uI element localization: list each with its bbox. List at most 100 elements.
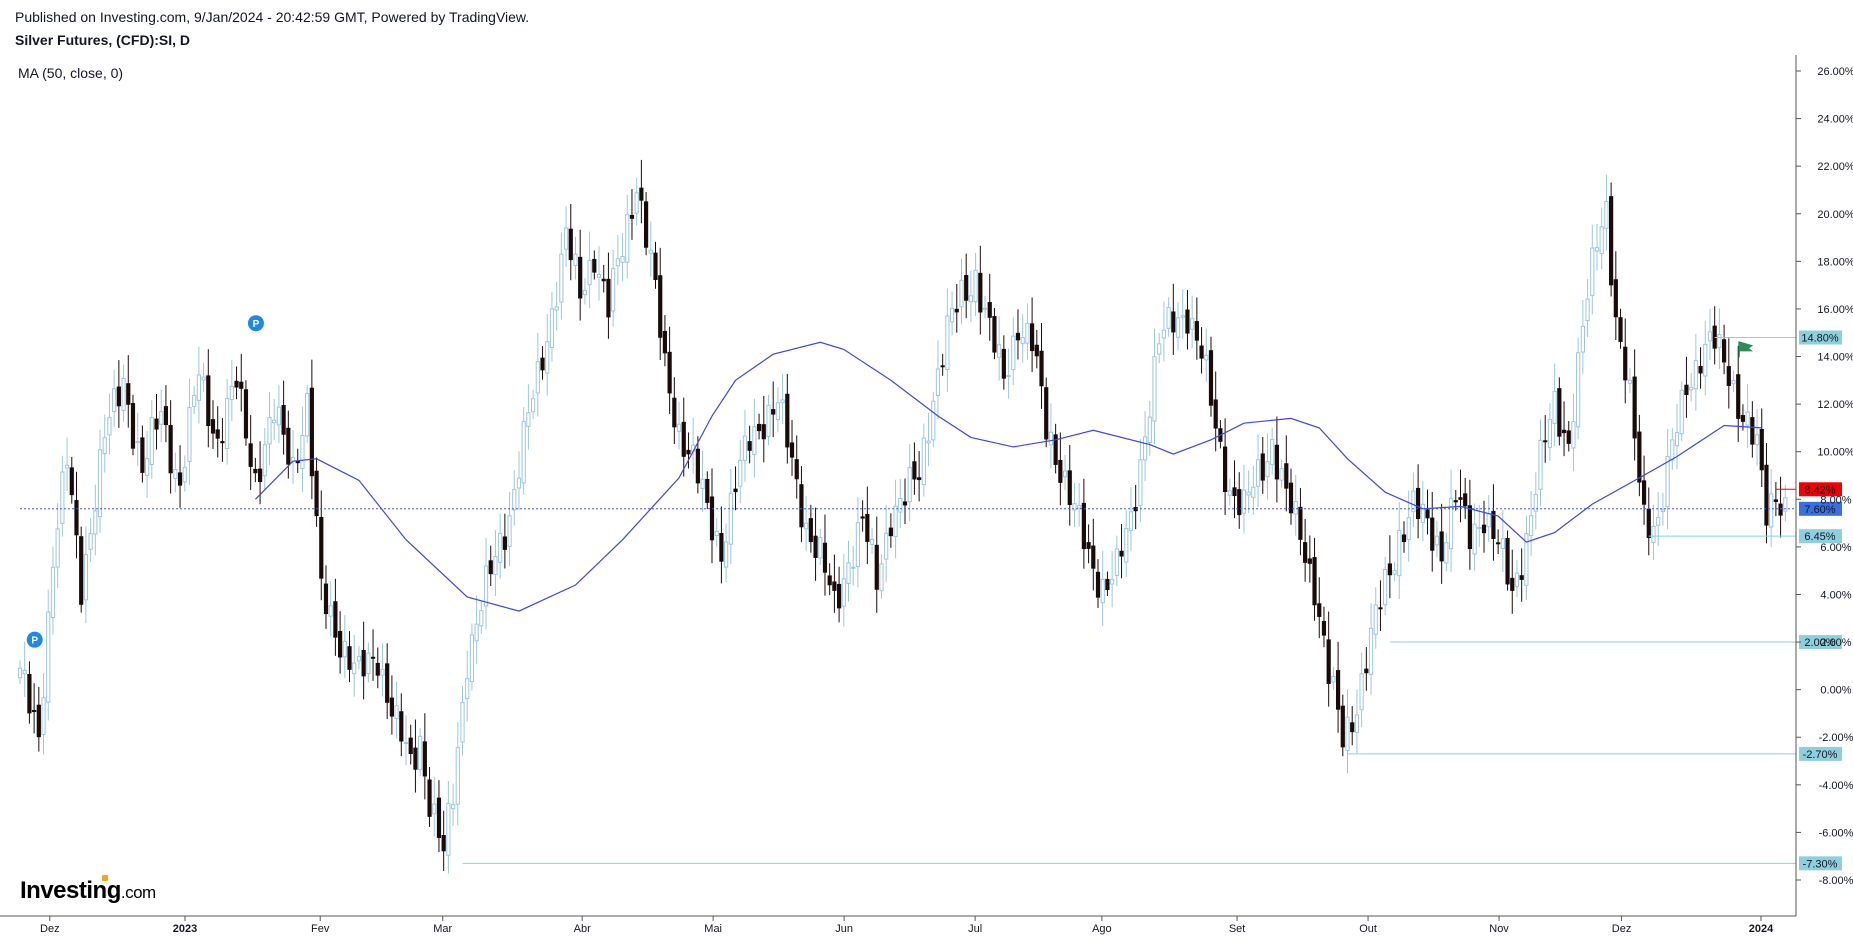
moving-average-layer — [254, 341, 1762, 612]
candle-body — [535, 361, 540, 394]
candle-body — [973, 269, 978, 303]
candle-body — [945, 315, 950, 370]
candle-body — [902, 501, 908, 506]
candle-body — [1505, 538, 1510, 585]
y-tick-label: 4.00% — [1820, 589, 1851, 601]
candle-body — [907, 467, 912, 503]
candle-body — [1359, 673, 1364, 711]
candle-body — [1335, 670, 1341, 710]
indicator-label[interactable]: MA (50, close, 0) — [18, 65, 124, 81]
candle-body — [154, 418, 159, 430]
candle-body — [954, 308, 959, 313]
candle-body — [323, 583, 329, 615]
candle-body — [60, 471, 65, 524]
candle-body — [1547, 419, 1553, 448]
x-tick-label: Nov — [1489, 923, 1509, 935]
candle-body — [949, 307, 955, 323]
candle-body — [210, 419, 216, 434]
candle-body — [822, 542, 828, 573]
candle-body — [1015, 332, 1021, 341]
candle-body — [338, 631, 343, 658]
candle-body — [1011, 335, 1016, 370]
candle-body — [738, 459, 743, 487]
candle-body — [582, 289, 587, 296]
candle-body — [1194, 321, 1199, 341]
candle-body — [1679, 389, 1684, 435]
candle-body — [531, 398, 536, 413]
candle-body — [253, 468, 258, 474]
candle-body — [1077, 505, 1082, 509]
candle-body — [1326, 639, 1331, 684]
candle-body — [1736, 374, 1741, 419]
candle-body — [460, 701, 465, 743]
candle-body — [55, 528, 60, 568]
candle-body — [568, 228, 573, 261]
candle-body — [319, 516, 324, 579]
candle-body — [130, 403, 136, 449]
candle-body — [465, 678, 470, 700]
candle-body — [177, 472, 183, 486]
candle-body — [1175, 317, 1181, 338]
candle-body — [1524, 533, 1529, 586]
candle-body — [620, 255, 625, 263]
candle-body — [1255, 459, 1261, 487]
candle-body — [1171, 311, 1176, 333]
candle-body — [27, 674, 32, 714]
candle-body — [262, 444, 267, 477]
candle-body — [1510, 577, 1515, 591]
candle-body — [1651, 525, 1656, 543]
candle-body — [215, 429, 220, 439]
candle-body — [370, 656, 376, 659]
candle-body — [267, 416, 272, 445]
candle-body — [427, 779, 432, 817]
candle-body — [1279, 468, 1284, 481]
candle-body — [1420, 503, 1425, 523]
y-tick-label: 14.00% — [1817, 352, 1853, 364]
candle-body — [935, 368, 941, 396]
candle-body — [107, 416, 112, 436]
candle-body — [964, 275, 969, 301]
candle-body — [587, 259, 592, 286]
candle-body — [695, 448, 700, 484]
candle-body — [1062, 470, 1068, 478]
y-tick-label: 10.00% — [1817, 447, 1853, 459]
candle-body — [1227, 490, 1232, 496]
candle-body — [1166, 306, 1171, 329]
candle-body — [766, 404, 771, 438]
candle-body — [1684, 384, 1689, 396]
candle-body — [192, 394, 197, 407]
axes-layer: 26.00% 24.00% 22.00% 20.00% 18.00% 16.00% 14.0… — [0, 55, 1853, 935]
candle-body — [69, 467, 74, 496]
candle-body — [540, 357, 545, 371]
candle-body — [1312, 557, 1317, 606]
candle-body — [380, 668, 385, 676]
chart-title: Silver Futures, (CFD):SI, D — [15, 32, 191, 48]
x-tick-label: Out — [1359, 923, 1377, 935]
candle-body — [1223, 446, 1228, 492]
candle-body — [1411, 490, 1416, 513]
candle-body — [394, 705, 399, 719]
candle-body — [1340, 705, 1345, 748]
candle-body — [813, 535, 818, 558]
candle-body — [436, 797, 442, 838]
candle-body — [1105, 578, 1110, 590]
y-tick-label: 18.00% — [1817, 256, 1853, 268]
candle-body — [1138, 459, 1143, 506]
candle-body — [992, 316, 997, 353]
candle-body — [804, 522, 809, 530]
candle-body — [578, 256, 583, 299]
candle-body — [1416, 487, 1421, 519]
y-tick-label: -2.00% — [1819, 732, 1853, 744]
candle-body — [554, 306, 559, 311]
candle-body — [1270, 438, 1275, 466]
candle-body — [686, 449, 691, 455]
candle-body — [1627, 379, 1633, 384]
candle-body — [1660, 509, 1665, 513]
candle-body — [926, 440, 931, 444]
candle-body — [187, 407, 192, 462]
candle-body — [1161, 329, 1167, 339]
candle-body — [615, 258, 620, 267]
candle-body — [789, 442, 795, 458]
candle-body — [135, 441, 140, 444]
